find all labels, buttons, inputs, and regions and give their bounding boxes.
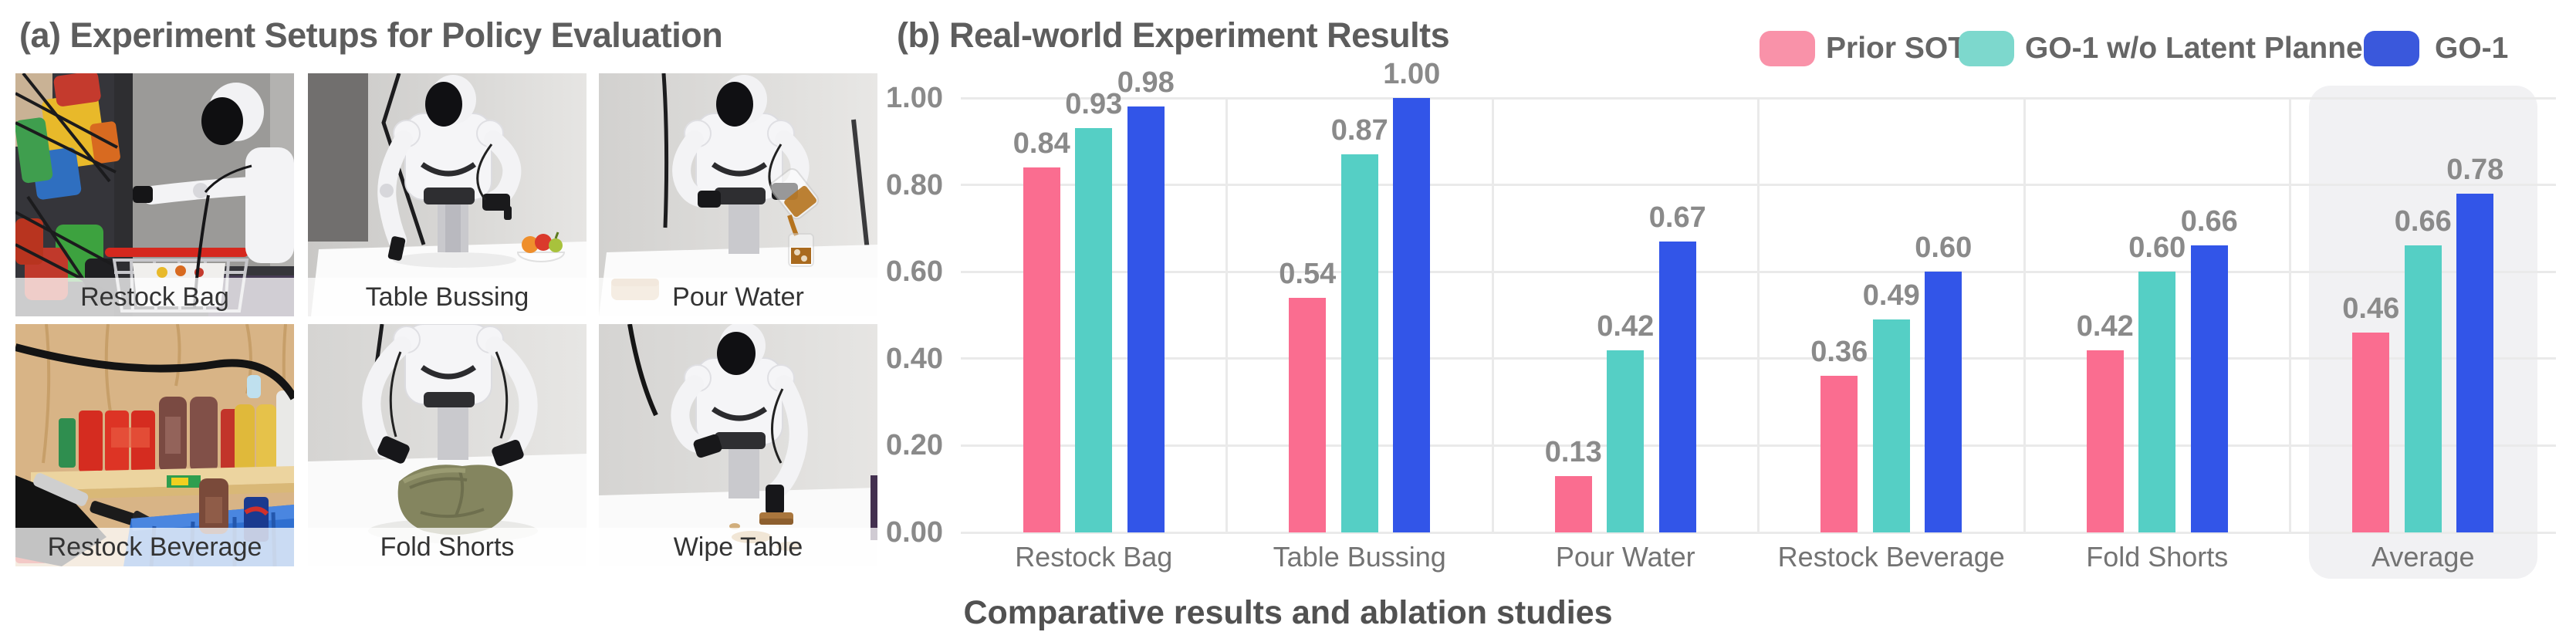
bar-prior-sota-pour-water xyxy=(1554,475,1592,532)
value-label-go-1-restock-bag: 0.98 xyxy=(1117,66,1175,100)
x-axis-label-restock-bag: Restock Bag xyxy=(1015,541,1173,573)
bar-go-1-w-o-latent-planner-pour-water xyxy=(1607,350,1645,532)
value-label-prior-sota-average: 0.46 xyxy=(2342,292,2400,326)
photo-fold-shorts: Fold Shorts xyxy=(308,324,587,566)
legend-swatch-go1 xyxy=(2364,31,2419,66)
photo-restock-beverage: Restock Beverage xyxy=(15,324,294,566)
value-label-prior-sota-table-bussing: 0.54 xyxy=(1279,257,1337,290)
bar-prior-sota-table-bussing xyxy=(1289,297,1327,532)
photo-wipe-table: Wipe Table xyxy=(599,324,877,566)
x-axis-label-average: Average xyxy=(2371,541,2475,573)
photo-label-table-bussing: Table Bussing xyxy=(308,278,587,316)
value-label-go-1-w-o-latent-planner-table-bussing: 0.87 xyxy=(1330,114,1388,147)
y-axis-tick-label: 0.00 xyxy=(886,516,943,549)
y-axis-tick-label: 0.60 xyxy=(886,255,943,289)
figure-caption: Comparative results and ablation studies xyxy=(963,594,1613,631)
bar-go-1-w-o-latent-planner-restock-beverage xyxy=(1872,319,1910,532)
category-separator xyxy=(2289,98,2291,532)
photo-label-restock-bag: Restock Bag xyxy=(15,278,294,316)
y-axis-tick-label: 0.40 xyxy=(886,342,943,375)
value-label-prior-sota-pour-water: 0.13 xyxy=(1544,435,1602,468)
bar-prior-sota-restock-bag xyxy=(1023,167,1060,532)
bar-go-1-w-o-latent-planner-restock-bag xyxy=(1075,128,1113,532)
bar-go-1-restock-bag xyxy=(1127,106,1165,532)
panel-a-title: (a) Experiment Setups for Policy Evaluat… xyxy=(19,15,723,55)
y-axis-tick-label: 0.20 xyxy=(886,429,943,462)
value-label-go-1-w-o-latent-planner-restock-bag: 0.93 xyxy=(1065,88,1123,121)
bar-go-1-table-bussing xyxy=(1393,98,1431,532)
bar-prior-sota-average xyxy=(2352,333,2390,532)
photo-label-pour-water: Pour Water xyxy=(599,278,877,316)
category-separator xyxy=(1491,98,1494,532)
value-label-go-1-w-o-latent-planner-restock-beverage: 0.49 xyxy=(1862,279,1920,313)
value-label-go-1-fold-shorts: 0.66 xyxy=(2180,205,2238,238)
photo-restock-bag: Restock Bag xyxy=(15,73,294,316)
y-axis-tick-label: 1.00 xyxy=(886,82,943,114)
y-gridline xyxy=(961,531,2556,534)
value-label-prior-sota-restock-bag: 0.84 xyxy=(1012,127,1070,160)
bar-go-1-fold-shorts xyxy=(2190,245,2228,532)
table-bussing-image xyxy=(308,73,587,316)
value-label-go-1-w-o-latent-planner-fold-shorts: 0.60 xyxy=(2128,231,2186,265)
value-label-go-1-average: 0.78 xyxy=(2446,153,2504,186)
category-separator xyxy=(2023,98,2026,532)
bar-go-1-w-o-latent-planner-fold-shorts xyxy=(2138,272,2176,532)
category-separator xyxy=(1757,98,1760,532)
bar-prior-sota-restock-beverage xyxy=(1820,376,1858,532)
x-axis-label-table-bussing: Table Bussing xyxy=(1273,541,1446,573)
photo-label-wipe-table: Wipe Table xyxy=(599,528,877,566)
bar-prior-sota-fold-shorts xyxy=(2086,350,2124,532)
value-label-go-1-w-o-latent-planner-average: 0.66 xyxy=(2394,205,2452,238)
value-label-go-1-table-bussing: 1.00 xyxy=(1383,58,1441,90)
category-separator xyxy=(1225,98,1228,532)
value-label-prior-sota-restock-beverage: 0.36 xyxy=(1810,336,1868,369)
photo-label-restock-beverage: Restock Beverage xyxy=(15,528,294,566)
bar-go-1-w-o-latent-planner-table-bussing xyxy=(1340,154,1378,532)
bar-go-1-average xyxy=(2456,193,2494,532)
bar-go-1-pour-water xyxy=(1658,241,1696,532)
value-label-go-1-pour-water: 0.67 xyxy=(1648,201,1706,234)
value-label-go-1-restock-beverage: 0.60 xyxy=(1915,231,1973,265)
bar-go-1-w-o-latent-planner-average xyxy=(2404,245,2442,532)
legend-label-go1: GO-1 xyxy=(2435,32,2509,65)
bar-go-1-restock-beverage xyxy=(1925,272,1962,532)
value-label-go-1-w-o-latent-planner-pour-water: 0.42 xyxy=(1597,309,1655,343)
panel-b-title: (b) Real-world Experiment Results xyxy=(897,15,1450,55)
x-axis-label-fold-shorts: Fold Shorts xyxy=(2086,541,2229,573)
legend-label-go1-wo-latent-planner: GO-1 w/o Latent Planner xyxy=(2025,32,2375,65)
photo-table-bussing: Table Bussing xyxy=(308,73,587,316)
x-axis-label-restock-beverage: Restock Beverage xyxy=(1777,541,2005,573)
photo-pour-water: Pour Water xyxy=(599,73,877,316)
x-axis-label-pour-water: Pour Water xyxy=(1555,541,1695,573)
y-axis-tick-label: 0.80 xyxy=(886,168,943,201)
restock-beverage-image xyxy=(15,324,294,566)
value-label-prior-sota-fold-shorts: 0.42 xyxy=(2076,309,2134,343)
legend-swatch-prior-sota xyxy=(1760,31,1815,66)
legend-swatch-go1-wo-latent-planner xyxy=(1959,31,2014,66)
photo-label-fold-shorts: Fold Shorts xyxy=(308,528,587,566)
